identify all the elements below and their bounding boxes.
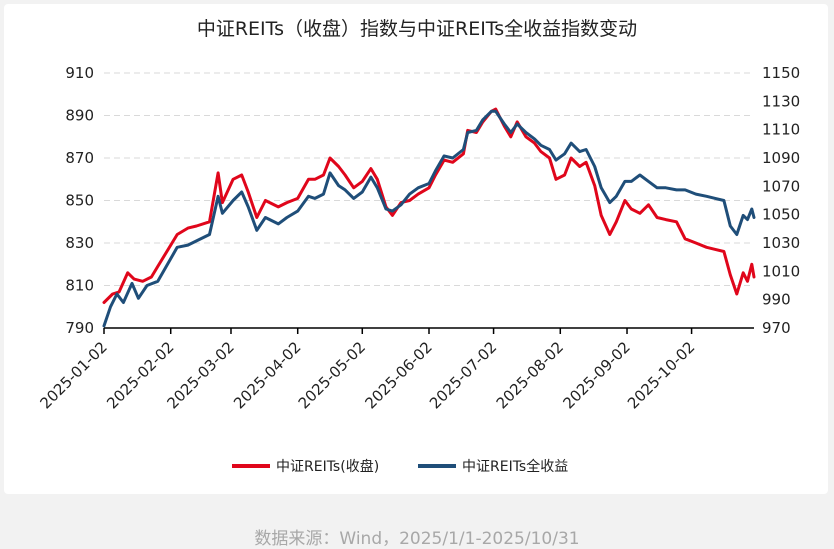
right-y-tick-label: 1010 [762,262,800,280]
right-y-tick-label: 1070 [762,177,800,195]
left-y-tick-label: 890 [65,107,94,125]
x-tick-label: 2025-06-02 [361,338,435,412]
left-y-tick-label: 850 [65,192,94,210]
line-chart: 790 810 830 850 870 890 910 970 990 1010 1030 1050 1… [36,64,800,475]
x-tick-label: 2025-08-02 [493,338,567,412]
x-tick-label: 2025-05-02 [295,338,369,412]
x-tick-label: 2025-10-02 [624,338,698,412]
right-y-tick-label: 1030 [762,234,800,252]
left-y-tick-label: 810 [65,277,94,295]
left-y-tick-label: 830 [65,234,94,252]
right-y-tick-label: 1150 [762,64,800,82]
source-note: 数据来源：Wind，2025/1/1-2025/10/31 [254,529,580,549]
series-line-1 [102,107,756,304]
right-y-tick-label: 1050 [762,206,800,224]
chart-card [4,4,828,494]
left-y-tick-label: 910 [65,64,94,82]
right-y-tick-label: 970 [762,319,791,337]
chart-title: 中证REITs（收盘）指数与中证REITs全收益指数变动 [196,18,638,40]
right-y-tick-label: 990 [762,291,791,309]
legend-label-1: 中证REITs(收盘) [276,458,379,475]
right-y-tick-label: 1130 [762,92,800,110]
right-y-tick-label: 1090 [762,149,800,167]
series-line-2 [102,109,756,328]
legend-label-2: 中证REITs全收益 [462,458,568,475]
x-tick-label: 2025-07-02 [426,338,500,412]
x-tick-label: 2025-01-02 [36,338,110,412]
left-y-tick-label: 790 [65,319,94,337]
right-y-tick-label: 1110 [762,121,800,139]
left-y-tick-label: 870 [65,149,94,167]
x-tick-label: 2025-04-02 [230,338,304,412]
x-tick-label: 2025-09-02 [559,338,633,412]
